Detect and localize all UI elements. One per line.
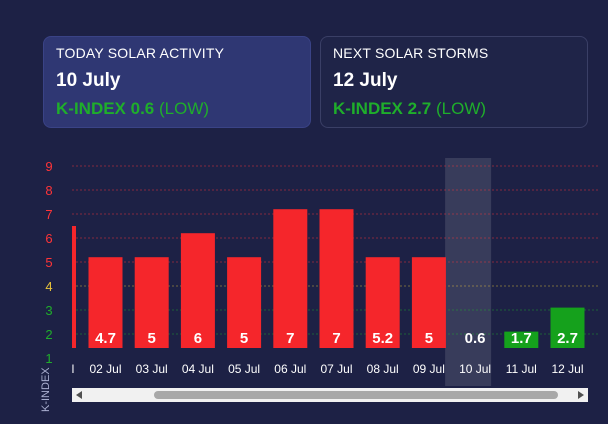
- x-tick-label: l: [72, 362, 75, 376]
- scrollbar-thumb[interactable]: [154, 391, 558, 399]
- today-date: 10 July: [56, 70, 121, 91]
- today-kindex: K-INDEX 0.6: [56, 99, 155, 118]
- bar-value-label: 1.7: [511, 330, 532, 347]
- scroll-right-arrow-icon[interactable]: [578, 391, 584, 399]
- bar-value-label: 2.7: [557, 330, 578, 347]
- x-tick-label: 02 Jul: [89, 362, 121, 376]
- y-tick-label: 3: [45, 303, 52, 318]
- today-activity-card: TODAY SOLAR ACTIVITY 10 July K-INDEX 0.6…: [43, 36, 311, 128]
- x-tick-label: 11 Jul: [506, 362, 537, 376]
- y-axis-label: K-INDEX: [40, 367, 52, 412]
- y-tick-label: 1: [45, 351, 52, 366]
- bar[interactable]: [504, 331, 539, 348]
- next-storms-card[interactable]: NEXT SOLAR STORMS 12 July K-INDEX 2.7 (L…: [320, 36, 588, 128]
- bar-value-label: 5: [240, 330, 248, 347]
- y-tick-label: 7: [45, 207, 52, 222]
- bar[interactable]: [134, 257, 169, 348]
- x-tick-label: 07 Jul: [320, 362, 352, 376]
- y-tick-label: 9: [45, 159, 52, 174]
- bar[interactable]: [319, 209, 354, 348]
- bar-value-label: 5: [148, 330, 156, 347]
- y-tick-label: 6: [45, 231, 52, 246]
- today-kindex-line: K-INDEX 0.6 (LOW): [56, 99, 298, 119]
- x-tick-label: 09 Jul: [413, 362, 445, 376]
- x-tick-label: 10 Jul: [459, 362, 491, 376]
- bar-value-label: 0.6: [465, 330, 486, 347]
- bar[interactable]: [227, 257, 262, 348]
- bar[interactable]: [72, 226, 76, 348]
- x-tick-label: 06 Jul: [274, 362, 306, 376]
- bar[interactable]: [273, 209, 308, 348]
- today-level: (LOW): [158, 99, 210, 118]
- bar[interactable]: [550, 307, 585, 348]
- next-level: (LOW): [435, 99, 487, 118]
- x-tick-label: 03 Jul: [136, 362, 168, 376]
- bar-value-label: 5: [425, 330, 433, 347]
- highlight-column: [445, 158, 492, 386]
- bar[interactable]: [88, 257, 123, 348]
- bar[interactable]: [411, 257, 446, 348]
- y-tick-label: 4: [45, 279, 52, 294]
- bar-value-label: 6: [194, 330, 202, 347]
- bar-value-label: 4.7: [95, 330, 116, 347]
- x-tick-label: 05 Jul: [228, 362, 260, 376]
- y-tick-label: 2: [45, 327, 52, 342]
- bar-value-label: 7: [286, 330, 294, 347]
- bar[interactable]: [365, 257, 400, 348]
- today-label: TODAY SOLAR ACTIVITY: [56, 45, 225, 61]
- scroll-left-arrow-icon[interactable]: [76, 391, 82, 399]
- bar-value-label: 5.2: [372, 330, 393, 347]
- next-kindex: K-INDEX 2.7: [333, 99, 432, 118]
- x-tick-label: 04 Jul: [182, 362, 214, 376]
- x-tick-label: 12 Jul: [551, 362, 583, 376]
- chart-scrollbar[interactable]: [72, 388, 588, 402]
- bar[interactable]: [180, 233, 215, 348]
- bar-value-label: 7: [332, 330, 340, 347]
- next-date: 12 July: [333, 70, 398, 91]
- y-tick-label: 8: [45, 183, 52, 198]
- y-tick-label: 5: [45, 255, 52, 270]
- x-tick-label: 08 Jul: [367, 362, 399, 376]
- next-kindex-line: K-INDEX 2.7 (LOW): [333, 99, 575, 119]
- next-label: NEXT SOLAR STORMS: [333, 45, 489, 61]
